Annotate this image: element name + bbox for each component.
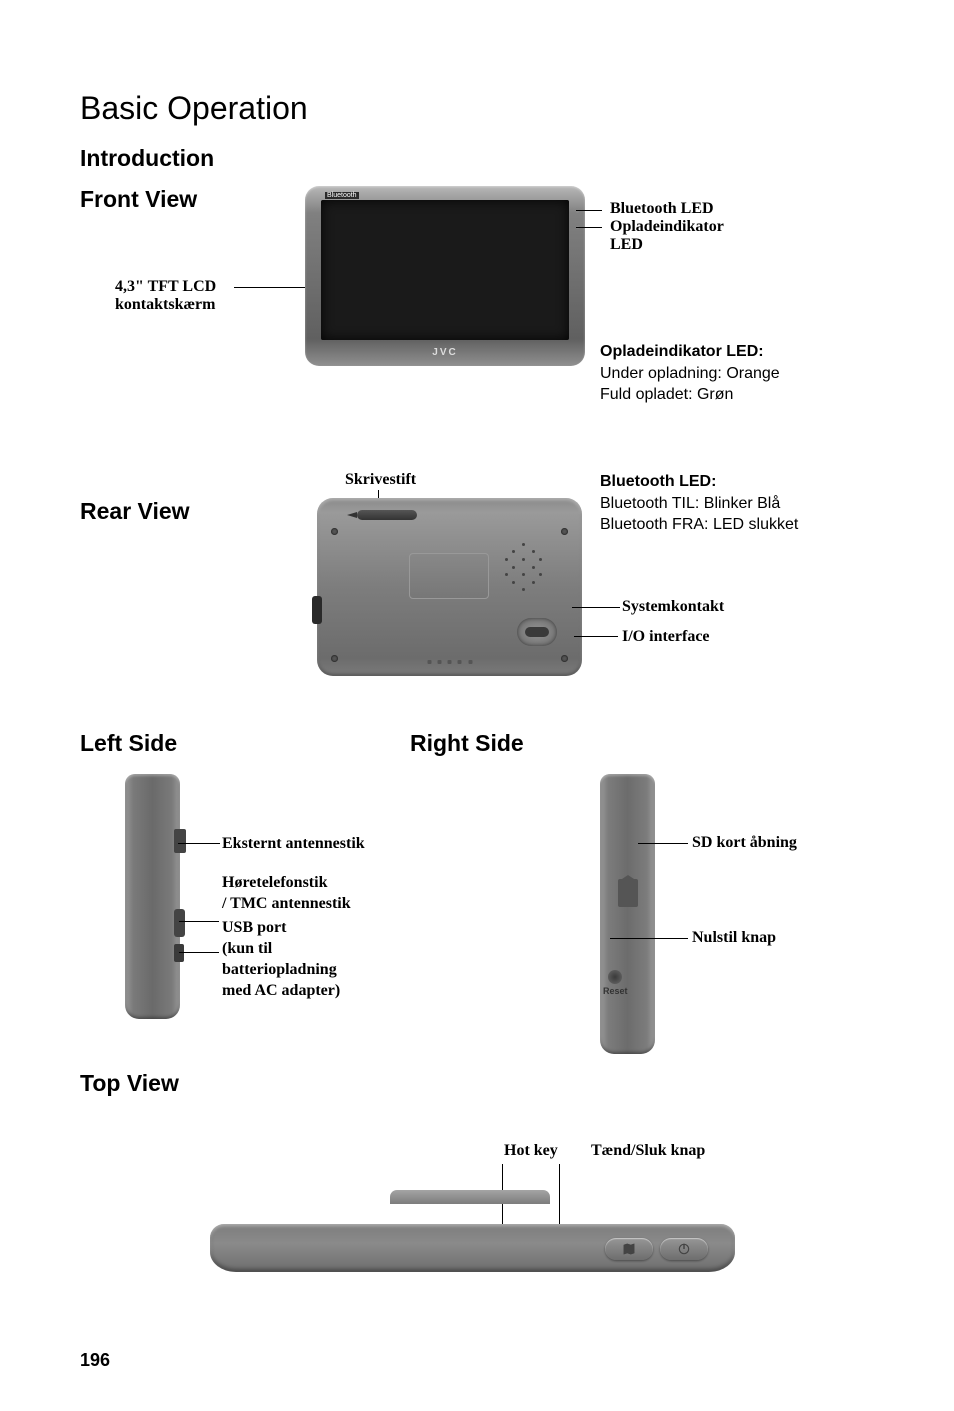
reset-printed-label: Reset bbox=[603, 986, 628, 996]
front-lcd-label: 4,3" TFT LCD kontaktskærm bbox=[115, 278, 216, 314]
reset-label: Nulstil knap bbox=[692, 929, 776, 947]
top-ridge bbox=[390, 1190, 550, 1204]
speaker-grille-icon bbox=[497, 538, 552, 593]
charge-desc-l2: Fuld opladet: Grøn bbox=[600, 384, 780, 406]
sd-slot-icon bbox=[618, 879, 638, 907]
leader-line bbox=[610, 938, 688, 939]
left-side-heading: Left Side bbox=[80, 730, 177, 757]
leader-line bbox=[576, 210, 602, 211]
power-button-icon bbox=[660, 1238, 708, 1260]
page-number: 196 bbox=[80, 1350, 874, 1371]
page-title: Basic Operation bbox=[80, 90, 874, 127]
io-interface-label: I/O interface bbox=[622, 628, 710, 646]
brand-logo: JVC bbox=[432, 347, 457, 358]
screw-icon bbox=[561, 528, 568, 535]
introduction-heading: Introduction bbox=[80, 145, 874, 172]
bottom-contacts bbox=[427, 660, 472, 666]
bt-led-description: Bluetooth LED: Bluetooth TIL: Blinker Bl… bbox=[600, 471, 798, 536]
center-plate bbox=[409, 553, 489, 599]
leader-line bbox=[572, 607, 620, 608]
bt-desc-title: Bluetooth LED: bbox=[600, 471, 798, 493]
front-view-heading: Front View bbox=[80, 186, 197, 213]
front-bezel: Bluetooth JVC bbox=[305, 186, 585, 366]
headphone-label-l1: Høretelefonstik bbox=[222, 873, 365, 894]
left-side-labels: Eksternt antennestik Høretelefonstik / T… bbox=[222, 834, 365, 1020]
side-notch bbox=[312, 596, 322, 624]
screw-icon bbox=[331, 655, 338, 662]
top-body bbox=[210, 1224, 735, 1272]
usb-port-icon bbox=[174, 944, 184, 962]
rear-view-heading: Rear View bbox=[80, 498, 190, 525]
power-icon bbox=[677, 1242, 691, 1256]
bt-desc-l1: Bluetooth TIL: Blinker Blå bbox=[600, 493, 798, 515]
front-device-illustration: Bluetooth JVC bbox=[305, 186, 585, 366]
top-view-section: Top View Hot key Tænd/Sluk knap bbox=[80, 1070, 874, 1320]
leader-line bbox=[638, 843, 688, 844]
bt-led-label: Bluetooth LED bbox=[610, 200, 724, 218]
charge-desc-l1: Under opladning: Orange bbox=[600, 363, 780, 385]
bluetooth-badge: Bluetooth bbox=[325, 192, 359, 199]
rear-view-section: Bluetooth LED: Bluetooth TIL: Blinker Bl… bbox=[80, 476, 874, 696]
map-icon bbox=[622, 1242, 636, 1256]
top-view-heading: Top View bbox=[80, 1070, 179, 1097]
leader-line bbox=[179, 921, 219, 922]
io-interface-icon bbox=[517, 618, 557, 646]
usb-label-l3: batteriopladning bbox=[222, 960, 365, 981]
reset-button-icon bbox=[608, 970, 622, 984]
leader-line bbox=[178, 843, 220, 844]
rear-device-illustration bbox=[317, 498, 582, 676]
front-view-section: Front View 4,3" TFT LCD kontaktskærm Blu… bbox=[80, 186, 874, 466]
stylus-icon bbox=[357, 510, 417, 520]
right-side-body: Reset bbox=[600, 774, 655, 1054]
sd-slot-label: SD kort åbning bbox=[692, 834, 797, 852]
hotkey-button-icon bbox=[605, 1238, 653, 1260]
lcd-label-l1: 4,3" TFT LCD bbox=[115, 278, 216, 296]
sides-section: Left Side Right Side Eksternt antennesti… bbox=[80, 730, 874, 1060]
left-side-body bbox=[125, 774, 180, 1019]
front-led-labels: Bluetooth LED Opladeindikator LED bbox=[610, 200, 724, 254]
usb-label-l2: (kun til bbox=[222, 939, 365, 960]
top-view-illustration bbox=[210, 1200, 735, 1278]
usb-label-l4: med AC adapter) bbox=[222, 981, 365, 1002]
screw-icon bbox=[561, 655, 568, 662]
bt-desc-l2: Bluetooth FRA: LED slukket bbox=[600, 514, 798, 536]
power-label: Tænd/Sluk knap bbox=[591, 1142, 705, 1160]
lcd-label-l2: kontaktskærm bbox=[115, 296, 216, 314]
screw-icon bbox=[331, 528, 338, 535]
headphone-port-icon bbox=[174, 909, 185, 937]
charge-led-label-l2: LED bbox=[610, 236, 724, 254]
charge-desc-title: Opladeindikator LED: bbox=[600, 341, 780, 363]
rear-body bbox=[317, 498, 582, 676]
stylus-label: Skrivestift bbox=[345, 471, 416, 489]
usb-label-l1: USB port bbox=[222, 918, 365, 939]
headphone-label-l2: / TMC antennestik bbox=[222, 894, 365, 915]
front-led-descriptions: Opladeindikator LED: Under opladning: Or… bbox=[600, 341, 780, 412]
left-side-illustration bbox=[95, 774, 195, 1019]
antenna-port-icon bbox=[174, 829, 186, 853]
ext-antenna-label: Eksternt antennestik bbox=[222, 834, 365, 855]
leader-line bbox=[576, 227, 602, 228]
charge-led-label-l1: Opladeindikator bbox=[610, 218, 724, 236]
right-side-heading: Right Side bbox=[410, 730, 524, 757]
leader-line bbox=[574, 636, 618, 637]
front-screen bbox=[321, 200, 569, 340]
system-switch-label: Systemkontakt bbox=[622, 598, 724, 616]
leader-line bbox=[179, 952, 219, 953]
right-side-illustration: Reset bbox=[600, 774, 700, 1054]
hotkey-label: Hot key bbox=[504, 1142, 558, 1160]
